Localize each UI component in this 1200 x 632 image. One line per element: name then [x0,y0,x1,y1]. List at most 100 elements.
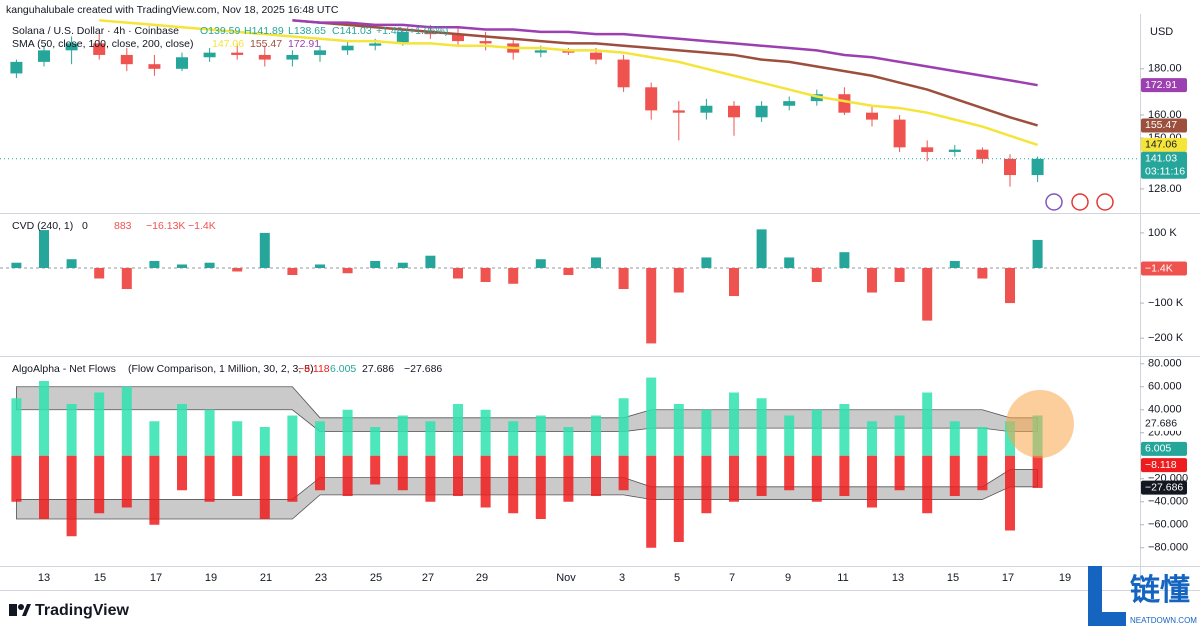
legend-value: 27.686 [362,363,394,375]
watermark: 链懂 NEATDOWN.COM [1088,566,1197,626]
legend-value: 883 [114,220,132,232]
bar [646,267,657,344]
bar [646,377,657,456]
y-tick-label: 160.00 [1148,109,1182,121]
x-tick-label: 25 [370,572,382,584]
bar [370,455,381,485]
legend-title: Solana / U.S. Dollar · 4h · Coinbase [12,25,179,37]
bar [480,267,491,283]
cvd-pane [0,229,1140,344]
candle-body [10,61,23,74]
candle-body [148,64,161,69]
value-tag-bg [1141,261,1187,276]
candle-body [286,54,299,60]
candle-body [120,54,133,65]
x-tick-label: 23 [315,572,327,584]
bar [287,415,298,456]
candle-body [728,105,740,118]
candle-body [534,50,547,53]
bar [535,259,546,268]
bar [1005,267,1015,304]
candle-body [590,52,602,60]
candle-body [948,149,961,152]
bar [149,421,160,456]
candle-body [1031,158,1044,176]
bar [784,415,795,456]
candle-body [93,43,106,55]
credit: kanguhalubale created with TradingView.c… [6,4,339,16]
x-tick-label: 19 [205,572,217,584]
bar [811,409,822,456]
x-tick-label: 9 [785,572,791,584]
bar [894,455,905,491]
candle-body [893,119,906,148]
y-tick-label: 60.000 [1148,381,1182,393]
countdown: 03:11:16 [1145,166,1185,178]
bar [342,267,353,274]
candle-body [203,52,216,58]
brand: TradingView [35,602,130,619]
y-tick-label: 100 K [1148,227,1177,239]
candle-body [479,41,492,44]
x-tick-label: 27 [422,572,434,584]
candle-body [700,105,713,113]
bar [591,455,601,496]
bar [949,455,960,496]
candle-body [672,110,685,113]
bar [232,455,243,496]
brand-logo: TradingView [9,602,130,619]
value-tag-bg [1141,416,1187,431]
bar [480,455,491,508]
legend-sma-value: 155.47 [250,38,282,50]
candle-body [176,57,188,69]
bar [1005,455,1015,531]
bar [39,455,49,519]
candle-body [341,45,354,51]
legend-value: 0 [82,220,88,232]
currency: USD [1150,26,1173,38]
bar [315,455,325,491]
y-tick-label: 40.000 [1148,404,1182,416]
y-tick-label: −100 K [1148,297,1184,309]
x-tick-label: 17 [150,572,162,584]
bar [11,455,22,502]
legend-indicator: SMA (50, close, 100, close, 200, close) [12,38,194,50]
sma-line [99,19,1038,147]
bar [121,267,132,290]
value-tag: 27.686 [1145,418,1177,430]
bar [563,267,574,275]
bar [397,415,408,456]
bar [535,455,546,519]
bar [673,404,684,456]
bar [204,409,215,456]
bar [701,257,712,268]
legend-sma-value: 172.91 [288,38,320,50]
candle-body [866,112,878,120]
value-tag-bg [1141,458,1187,473]
bar [177,404,187,456]
bar [177,455,187,491]
bar [121,386,132,456]
bar [729,267,739,297]
highlight-circle [1006,390,1074,458]
sma-line [292,19,1038,127]
price-tag: 141.03 [1145,153,1177,165]
bar [397,455,408,491]
value-tag: −27.686 [1145,481,1183,493]
bar [839,455,850,496]
event-icons [1045,193,1114,211]
bar [121,455,132,508]
candle-body [976,149,989,159]
bar [535,415,546,456]
bar [618,455,629,491]
bar [701,455,712,514]
bar [370,260,381,268]
icon [1096,193,1114,211]
legend-params: (Flow Comparison, 1 Million, 30, 2, 3, 5… [128,363,314,375]
x-tick-label: 17 [1002,572,1014,584]
y-tick-label: −40.000 [1148,496,1188,508]
x-tick-label: 13 [38,572,50,584]
bar [508,421,519,456]
